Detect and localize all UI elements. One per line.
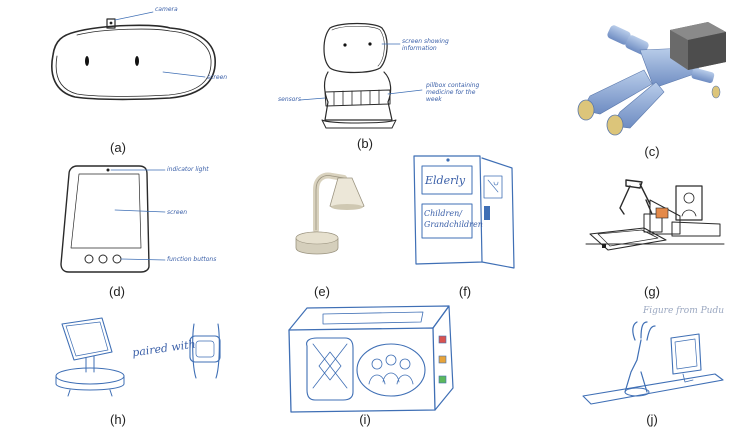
eye-right [135, 56, 139, 66]
head-outline [51, 24, 216, 101]
sketch-a [51, 11, 216, 101]
eye-left [85, 56, 89, 66]
caption-h: (h) [110, 412, 126, 427]
booklet-right [481, 157, 515, 269]
caption-b: (b) [357, 136, 373, 151]
button-green [438, 375, 447, 384]
sketch-f [413, 155, 515, 269]
sketch-e [295, 172, 365, 255]
figure-i [283, 300, 463, 415]
box-children [421, 203, 473, 239]
label-tablet-screen: screen [167, 209, 188, 216]
function-button-2 [98, 254, 108, 264]
platform [582, 373, 724, 405]
label-function-buttons: function buttons [167, 256, 217, 263]
figure-f: Elderly Children/Grandchildren [408, 152, 520, 270]
watch [192, 323, 220, 379]
caption-g: (g) [644, 284, 660, 299]
sketch-i [288, 305, 454, 413]
caption-j: (j) [646, 412, 658, 427]
sketch-b [299, 22, 423, 129]
button-red [438, 335, 447, 344]
figure-c [560, 10, 740, 140]
button-orange [438, 355, 447, 364]
caption-f: (f) [458, 284, 472, 299]
sketch-d [60, 165, 166, 273]
caption-i: (i) [359, 412, 371, 427]
body-b [323, 71, 393, 121]
label-children: Children/Grandchildren [424, 209, 483, 229]
robot-arm [619, 179, 653, 215]
figure-g [580, 170, 730, 270]
label-elderly: Elderly [425, 174, 466, 187]
sketch-c [577, 22, 726, 136]
figure-h: paired with [50, 310, 240, 410]
sketch-h [55, 317, 221, 397]
function-button-3 [112, 254, 122, 264]
label-screen: screen [207, 74, 228, 81]
label-camera: camera [155, 6, 178, 13]
box-elderly [421, 165, 473, 195]
figure-b: screen showing information pillbox contai… [270, 10, 490, 140]
dpad-panel [306, 337, 354, 401]
tablet-h [61, 317, 113, 361]
figure-e [280, 160, 370, 270]
robot-3d [577, 22, 726, 136]
label-sensors: sensors [278, 96, 302, 103]
caption-a: (a) [110, 140, 126, 155]
sketch-j [582, 321, 724, 405]
label-indicator: indicator light [167, 166, 209, 173]
label-pillbox: pillbox containing medicine for the week [426, 82, 480, 103]
label-screen-info: screen showing information [402, 38, 449, 52]
sketch-g [585, 179, 725, 251]
caption-d: (d) [109, 284, 125, 299]
function-button-1 [84, 254, 94, 264]
stand-base [55, 367, 125, 385]
pillbox-band [324, 89, 391, 107]
head-b [323, 22, 388, 74]
figure-a: camera screen [45, 0, 275, 160]
people-screen [356, 343, 426, 397]
caption-c: (c) [644, 144, 660, 159]
label-figure-from: Figure from Pudu [643, 306, 725, 316]
figure-j: Figure from Pudu [575, 300, 745, 412]
tablet-j [670, 333, 702, 375]
camera-shape [106, 18, 116, 29]
robot-hand [624, 339, 648, 393]
portrait-frame [675, 185, 703, 221]
figure-d: indicator light screen function buttons [55, 160, 255, 280]
caption-e: (e) [314, 284, 330, 299]
